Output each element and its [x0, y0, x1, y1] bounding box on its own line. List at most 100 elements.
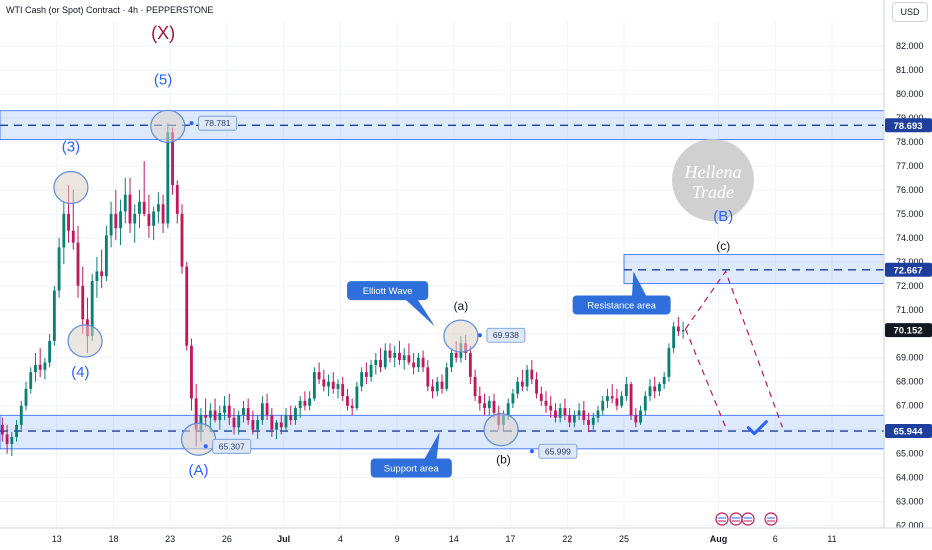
wave-circle [67, 324, 103, 358]
candle-body [681, 330, 685, 332]
candle-body [620, 396, 624, 406]
candle-body [161, 204, 165, 224]
candle-body [431, 386, 434, 392]
x-tick-label: Aug [710, 534, 728, 544]
candle-body [610, 396, 614, 399]
candle-body [109, 213, 113, 236]
check-mark [746, 420, 768, 436]
candle-body [270, 415, 274, 430]
candle-body [190, 345, 193, 399]
candle-body [232, 417, 236, 428]
y-tick-label: 65.000 [896, 449, 924, 459]
watermark-line2: Trade [692, 182, 734, 202]
candle-body [421, 357, 425, 368]
event-flag-icon [715, 512, 729, 526]
candle-body [19, 405, 23, 425]
x-tick-label: 11 [827, 534, 836, 544]
y-tick-label: 67.000 [896, 401, 924, 411]
x-tick-label: 22 [562, 534, 572, 544]
candle-body [416, 357, 420, 368]
candle-body [355, 386, 359, 409]
candle-body [582, 410, 586, 421]
candle-body [435, 381, 439, 392]
zones [0, 110, 885, 450]
candle-body [289, 415, 293, 421]
price-label-box [885, 262, 932, 277]
candle-body [407, 355, 411, 363]
wave-label: (3) [62, 138, 80, 155]
candle-body [142, 201, 146, 214]
candle-body [312, 372, 316, 399]
candle-body [331, 381, 335, 389]
candle-body [648, 386, 652, 397]
candle-body [596, 410, 600, 418]
candle-body [402, 355, 406, 361]
candle-body [525, 369, 529, 387]
price-label: 70.152 [893, 326, 922, 337]
candle-body [587, 420, 590, 425]
wave-label: (a) [454, 299, 469, 313]
wave-label: (c) [716, 239, 730, 253]
candle-body [369, 364, 373, 377]
candle-body [175, 185, 179, 214]
y-tick-label: 63.000 [896, 497, 924, 507]
y-tick-label: 62.000 [896, 521, 924, 531]
projection-path-alt [684, 328, 727, 428]
candle-body [662, 376, 666, 385]
candle-body [364, 372, 368, 377]
candle-body [535, 379, 538, 394]
candle-body [156, 204, 160, 212]
value-tag-label: 65.307 [219, 441, 245, 451]
candle-body [48, 340, 52, 363]
candle-body [260, 403, 264, 421]
candle-body [265, 403, 269, 416]
candle-body [166, 132, 170, 224]
candle-body [506, 403, 510, 416]
x-tick-label: 13 [52, 534, 62, 544]
candle-body [204, 415, 208, 418]
candle-body [577, 410, 581, 416]
callout-box [347, 281, 429, 301]
candle-body [123, 194, 127, 212]
candle-body [327, 381, 330, 387]
candle-body [634, 415, 638, 423]
candle-body [180, 213, 184, 267]
candle-body [251, 420, 255, 430]
candle-body [317, 372, 321, 380]
candle-body [379, 360, 382, 368]
y-tick-label: 77.000 [896, 161, 924, 171]
candle-body [34, 364, 37, 373]
value-tag-dot [529, 449, 534, 454]
candle-body [492, 400, 496, 413]
candle-body [454, 352, 458, 358]
callout-box [572, 295, 671, 315]
value-tag-dot [189, 121, 194, 126]
x-tick-label: 6 [773, 534, 778, 544]
wave-circle [150, 109, 186, 143]
candle-body [100, 271, 104, 277]
x-tick-label: 4 [338, 534, 343, 544]
candle-body [511, 393, 515, 404]
candle-body [544, 400, 548, 406]
candle-body [473, 376, 477, 397]
candle-body [242, 408, 245, 416]
value-tag-label: 65.999 [545, 446, 571, 456]
candle-body [483, 403, 486, 409]
y-tick-label: 74.000 [896, 233, 924, 243]
event-flag-icon [764, 512, 778, 526]
candle-body [298, 400, 302, 409]
candle-body [199, 415, 203, 430]
candle-body [67, 213, 70, 231]
value-tag-dot [203, 444, 208, 449]
wave-label: (B) [713, 208, 733, 225]
currency-button[interactable]: USD [892, 2, 928, 22]
projection-path-c [684, 270, 783, 428]
price-label-box [885, 424, 932, 439]
candle-body [558, 408, 562, 418]
candle-body [15, 424, 18, 437]
price-label: 72.667 [893, 265, 922, 276]
candle-body [393, 352, 397, 358]
candle-body [667, 348, 671, 377]
